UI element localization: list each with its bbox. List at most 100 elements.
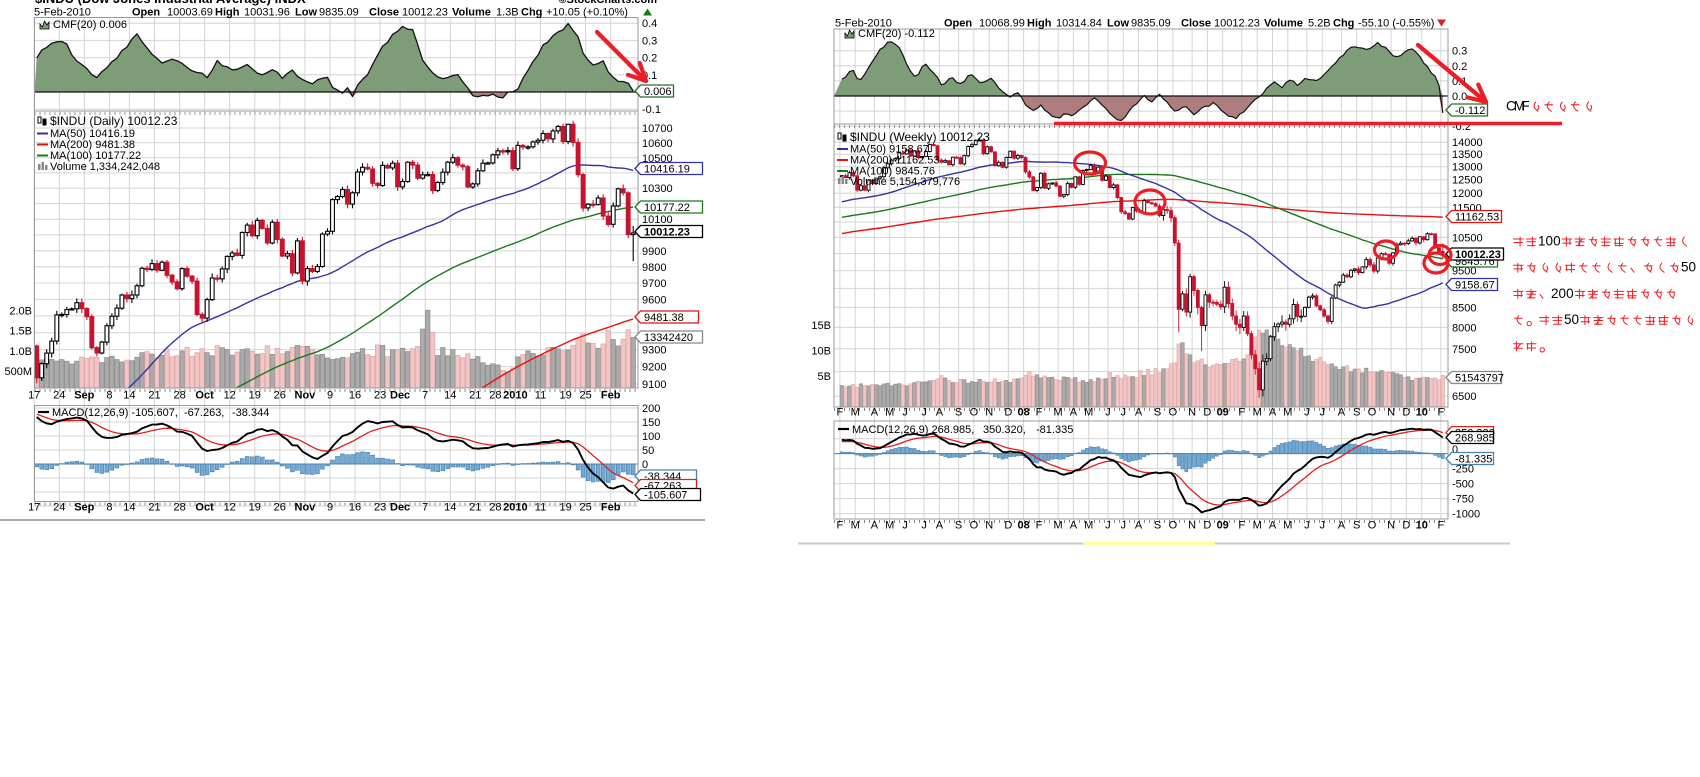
svg-text:Volume: Volume bbox=[452, 7, 491, 19]
svg-text:14: 14 bbox=[444, 502, 456, 514]
svg-text:0.0: 0.0 bbox=[1452, 91, 1467, 103]
svg-text:10500: 10500 bbox=[1452, 232, 1483, 244]
svg-text:M: M bbox=[1283, 407, 1292, 419]
svg-text:Feb: Feb bbox=[601, 502, 621, 514]
svg-text:A: A bbox=[1269, 407, 1277, 419]
svg-text:0: 0 bbox=[1559, 286, 1567, 301]
svg-text:08: 08 bbox=[1017, 407, 1029, 419]
svg-text:F: F bbox=[1238, 520, 1245, 532]
svg-text:F: F bbox=[837, 520, 844, 532]
svg-text:10012.23: 10012.23 bbox=[1214, 18, 1260, 30]
svg-text:0.2: 0.2 bbox=[642, 53, 657, 65]
svg-text:J: J bbox=[1304, 520, 1310, 532]
svg-text:M: M bbox=[851, 407, 860, 419]
svg-text:12500: 12500 bbox=[1452, 175, 1483, 187]
svg-text:28: 28 bbox=[489, 502, 501, 514]
svg-text:0: 0 bbox=[1689, 260, 1697, 275]
svg-text:19: 19 bbox=[559, 390, 571, 402]
svg-text:0.3: 0.3 bbox=[642, 35, 657, 47]
svg-text:J: J bbox=[1120, 520, 1126, 532]
svg-text:A: A bbox=[1269, 520, 1277, 532]
svg-text:0: 0 bbox=[1553, 234, 1561, 249]
svg-text:21: 21 bbox=[469, 502, 481, 514]
svg-text:7: 7 bbox=[422, 502, 428, 514]
svg-text:2010: 2010 bbox=[503, 502, 527, 514]
svg-text:14: 14 bbox=[123, 502, 135, 514]
svg-text:A: A bbox=[936, 520, 944, 532]
svg-text:200: 200 bbox=[642, 403, 660, 415]
svg-text:16: 16 bbox=[349, 390, 361, 402]
svg-text:S: S bbox=[1353, 520, 1360, 532]
svg-text:CMF(20) -0.112: CMF(20) -0.112 bbox=[858, 28, 935, 40]
svg-text:O: O bbox=[1169, 407, 1178, 419]
svg-text:S: S bbox=[1353, 407, 1360, 419]
svg-text:Chg: Chg bbox=[521, 7, 542, 19]
svg-text:15B: 15B bbox=[811, 320, 831, 332]
svg-text:0: 0 bbox=[1572, 312, 1580, 327]
svg-text:10: 10 bbox=[1416, 407, 1428, 419]
svg-text:12: 12 bbox=[224, 502, 236, 514]
svg-text:Volume 1,334,242,048: Volume 1,334,242,048 bbox=[50, 161, 160, 173]
svg-text:M: M bbox=[885, 520, 894, 532]
svg-text:O: O bbox=[1368, 407, 1377, 419]
svg-text:S: S bbox=[955, 407, 962, 419]
svg-text:17: 17 bbox=[28, 502, 40, 514]
svg-text:O: O bbox=[1368, 520, 1377, 532]
svg-text:M: M bbox=[1253, 407, 1262, 419]
svg-text:2.0B: 2.0B bbox=[9, 305, 32, 317]
svg-text:8000: 8000 bbox=[1452, 322, 1476, 334]
svg-text:J: J bbox=[1319, 407, 1325, 419]
svg-text:19: 19 bbox=[249, 502, 261, 514]
svg-text:8: 8 bbox=[106, 390, 112, 402]
svg-text:28: 28 bbox=[489, 390, 501, 402]
svg-text:12: 12 bbox=[224, 390, 236, 402]
svg-text:Low: Low bbox=[1107, 18, 1129, 30]
svg-text:Sep: Sep bbox=[74, 390, 94, 402]
svg-text:D: D bbox=[1402, 407, 1410, 419]
svg-text:M: M bbox=[1084, 520, 1093, 532]
svg-text:25: 25 bbox=[579, 502, 591, 514]
svg-text:0.2: 0.2 bbox=[1452, 61, 1467, 73]
svg-text:10100: 10100 bbox=[642, 214, 673, 226]
svg-text:14000: 14000 bbox=[1452, 137, 1483, 149]
svg-text:J: J bbox=[902, 407, 908, 419]
svg-text:13000: 13000 bbox=[1452, 162, 1483, 174]
svg-text:9800: 9800 bbox=[642, 262, 666, 274]
svg-text:-67.263,: -67.263, bbox=[184, 407, 224, 419]
svg-text:F: F bbox=[1438, 520, 1445, 532]
svg-text:Nov: Nov bbox=[295, 502, 317, 514]
svg-text:MACD(12,26,9) 268.985,: MACD(12,26,9) 268.985, bbox=[852, 424, 974, 436]
svg-text:A: A bbox=[1135, 407, 1143, 419]
svg-text:11: 11 bbox=[535, 390, 546, 402]
svg-text:CMF(20) 0.006: CMF(20) 0.006 bbox=[53, 19, 127, 31]
svg-text:N: N bbox=[985, 407, 993, 419]
svg-text:500M: 500M bbox=[4, 366, 32, 378]
svg-text:N: N bbox=[1387, 407, 1395, 419]
svg-text:-500: -500 bbox=[1452, 479, 1474, 491]
svg-text:10700: 10700 bbox=[642, 123, 673, 135]
svg-text:26: 26 bbox=[274, 390, 286, 402]
svg-text:-1000: -1000 bbox=[1452, 509, 1480, 521]
svg-text:-81.335: -81.335 bbox=[1036, 424, 1073, 436]
svg-text:09: 09 bbox=[1217, 520, 1229, 532]
svg-text:10: 10 bbox=[1416, 520, 1428, 532]
svg-text:9158.67: 9158.67 bbox=[1455, 280, 1495, 292]
svg-text:0.3: 0.3 bbox=[1452, 46, 1467, 58]
svg-text:Volume: Volume bbox=[1264, 18, 1303, 30]
svg-text:J: J bbox=[902, 520, 908, 532]
svg-text:$INDU (Daily) 10012.23: $INDU (Daily) 10012.23 bbox=[50, 114, 178, 128]
svg-text:J: J bbox=[921, 407, 927, 419]
svg-text:A: A bbox=[1135, 520, 1143, 532]
svg-text:Low: Low bbox=[295, 7, 317, 19]
svg-text:Dec: Dec bbox=[390, 502, 410, 514]
svg-text:10003.69: 10003.69 bbox=[167, 7, 213, 19]
svg-text:17: 17 bbox=[28, 390, 40, 402]
svg-text:10314.84: 10314.84 bbox=[1056, 18, 1102, 30]
svg-text:26: 26 bbox=[274, 502, 286, 514]
svg-text:11: 11 bbox=[535, 502, 546, 514]
svg-text:F: F bbox=[1238, 407, 1245, 419]
svg-text:1.0B: 1.0B bbox=[9, 346, 32, 358]
svg-text:$INDU (Dow Jones Industrial Av: $INDU (Dow Jones Industrial Average) IND… bbox=[35, 0, 306, 6]
svg-text:10600: 10600 bbox=[642, 138, 673, 150]
svg-text:Chg: Chg bbox=[1333, 18, 1354, 30]
